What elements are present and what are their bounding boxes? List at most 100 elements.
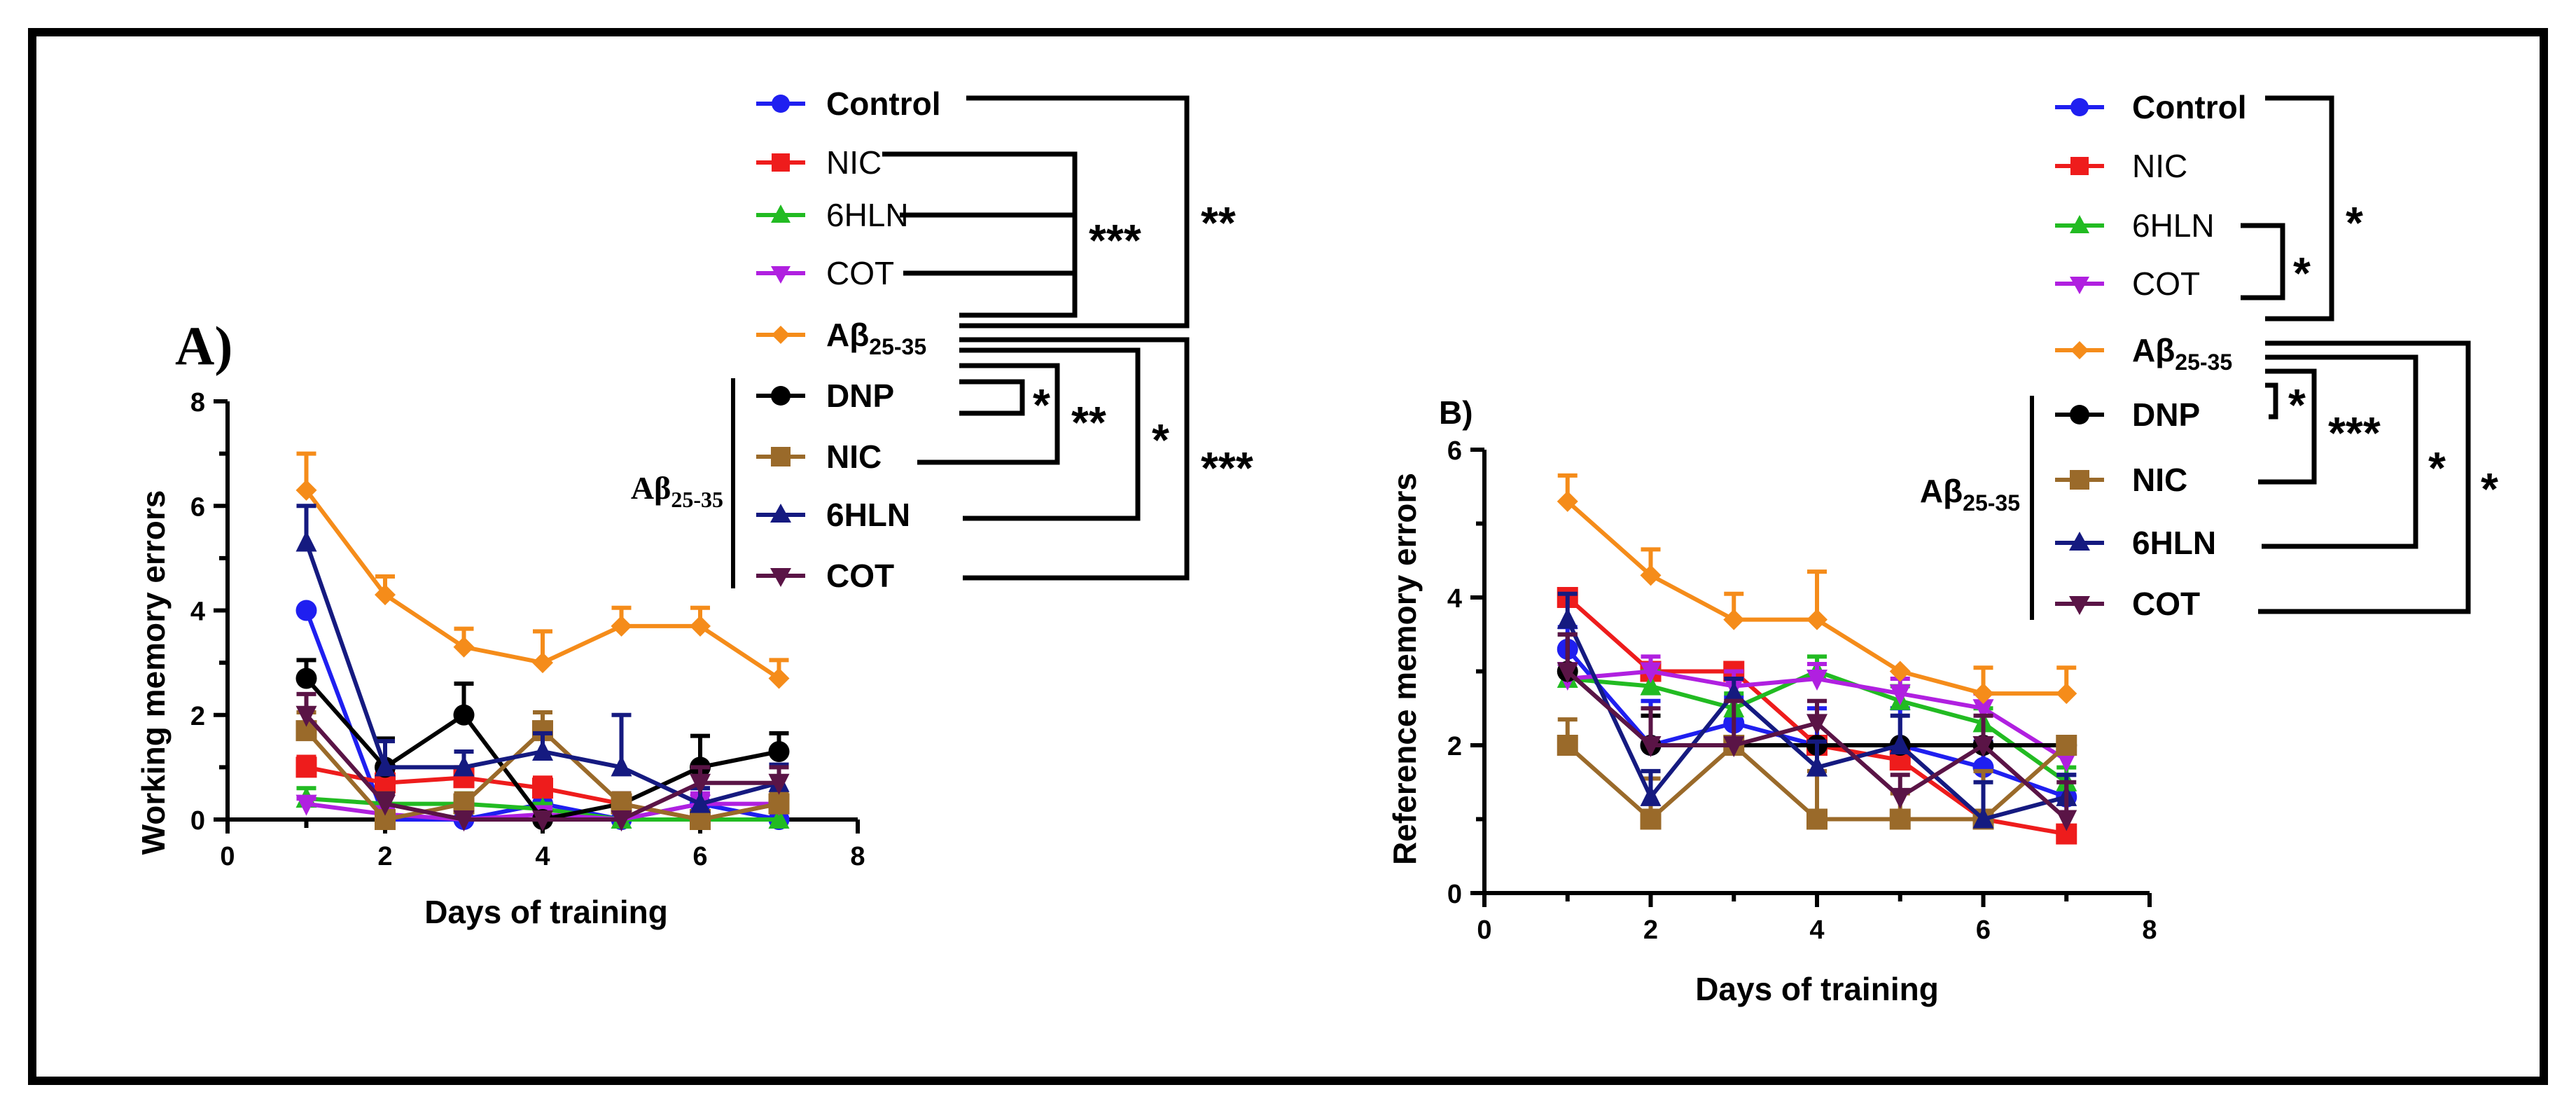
legend-a-cot: COT bbox=[756, 255, 894, 291]
panel-a-xlabel: Days of training bbox=[424, 894, 668, 930]
legend-a-abnic: NIC bbox=[756, 438, 882, 475]
legend-a-6hln-label: 6HLN bbox=[826, 197, 909, 233]
bracket-b-2 bbox=[2265, 95, 2334, 322]
panel-a-series-7-point-2 bbox=[453, 755, 475, 777]
panel-a-series-8-point-5 bbox=[690, 773, 711, 795]
legend-a-dnp-marker bbox=[771, 386, 791, 406]
legend-a-6hln-marker bbox=[771, 205, 791, 223]
panel-a-series-5-point-0 bbox=[295, 668, 317, 689]
legend-b-abcot-label: COT bbox=[2132, 586, 2200, 622]
legend-b-abnic: NIC bbox=[2055, 462, 2187, 498]
panel-a-series-4-point-2 bbox=[453, 636, 475, 658]
legend-a-ab6hln-label: 6HLN bbox=[826, 497, 910, 533]
panel-a-series-7-point-5 bbox=[690, 791, 711, 813]
legend-b-nic-label: NIC bbox=[2132, 148, 2187, 184]
panel-a-ylabel: Working memory errors bbox=[135, 490, 172, 855]
panel-a: A) 0 2 4 6 8 0 2 4 6 8 Days of training Working m… bbox=[135, 85, 1253, 930]
panel-b-series-4-point-5 bbox=[1972, 683, 1994, 705]
legend-b-cot-label: COT bbox=[2132, 265, 2200, 302]
panel-b-series-7-point-4 bbox=[1889, 733, 1911, 754]
legend-a-cot-label: COT bbox=[826, 255, 894, 291]
legend-a-abeta: Aβ25-35 bbox=[756, 317, 926, 359]
bracket-a-3 bbox=[959, 379, 1025, 416]
bracket-a-2 bbox=[959, 95, 1190, 329]
panel-b-ylabel: Reference memory errors bbox=[1386, 473, 1423, 865]
legend-a-abeta-marker bbox=[772, 326, 790, 344]
legend-a-control-marker bbox=[772, 95, 790, 113]
legend-b-dnp-marker bbox=[2070, 405, 2089, 424]
panel-b-ytick-label-3: 6 bbox=[1447, 436, 1462, 466]
panel-a-series-7-point-3 bbox=[532, 739, 553, 761]
sig-a-1: *** bbox=[1089, 215, 1141, 265]
panel-a-series-7-point-1 bbox=[375, 755, 396, 777]
panel-a-series-7 bbox=[295, 504, 790, 813]
legend-b-abcot-marker bbox=[2069, 596, 2090, 615]
panel-a-series-4-point-5 bbox=[690, 615, 711, 637]
panel-a-series-8-point-6 bbox=[768, 773, 790, 795]
sig-b-1: * bbox=[2293, 248, 2311, 298]
legend-b-cot-marker bbox=[2070, 277, 2089, 294]
panel-a-series-7-point-0 bbox=[295, 530, 317, 552]
panel-b-series-6-point-0 bbox=[1557, 735, 1578, 756]
panel-b-series-7-point-1 bbox=[1640, 784, 1662, 806]
panel-b-series-8-point-2 bbox=[1723, 736, 1745, 757]
panel-b: B) 0 2 4 6 8 0 2 4 6 Days of training Reference … bbox=[1386, 89, 2498, 1007]
panel-b-series-8-point-5 bbox=[1972, 736, 1994, 757]
sig-a-6: *** bbox=[1201, 443, 1253, 493]
panel-a-series-8-point-3 bbox=[532, 810, 553, 831]
legend-b-ab6hln: 6HLN bbox=[2055, 525, 2216, 561]
panel-a-series-5-point-6 bbox=[768, 740, 790, 762]
figure-frame bbox=[28, 28, 2548, 1085]
panel-b-series-6-point-3 bbox=[1806, 808, 1827, 830]
panel-b-series-8 bbox=[1557, 632, 2077, 831]
panel-a-series-8 bbox=[295, 691, 790, 831]
bracket-b-5 bbox=[2262, 354, 2418, 549]
legend-a-dnp-label: DNP bbox=[826, 378, 894, 414]
legend-a-abcot-marker bbox=[770, 568, 791, 587]
sig-a-4: ** bbox=[1071, 397, 1106, 448]
panel-a-series-4-point-4 bbox=[611, 615, 632, 637]
panel-a-significance: *** ** * ** * *** bbox=[882, 95, 1253, 581]
panel-b-ytick-label-0: 0 bbox=[1447, 880, 1462, 909]
legend-b-ab6hln-marker bbox=[2069, 532, 2090, 551]
panel-a-plot: 0 2 4 6 8 0 2 4 6 8 bbox=[190, 388, 865, 871]
legend-b-group-label: Aβ25-35 bbox=[1920, 473, 2020, 516]
panel-b-series-8-point-3 bbox=[1806, 714, 1827, 735]
legend-b-abcot: COT bbox=[2055, 586, 2200, 622]
panel-b-label: B) bbox=[1439, 394, 1473, 431]
legend-a-control-label: Control bbox=[826, 85, 941, 122]
bracket-a-4 bbox=[917, 363, 1060, 465]
legend-b-cot: COT bbox=[2055, 265, 2200, 302]
panel-a-series-8-point-1 bbox=[375, 794, 396, 816]
panel-a-series-8-point-2 bbox=[453, 810, 475, 831]
panel-b-ytick-label-1: 2 bbox=[1447, 732, 1462, 761]
panel-b-series-3-point-6 bbox=[2056, 751, 2077, 773]
panel-b-series-4 bbox=[1557, 473, 2077, 705]
panel-a-xtick-label-2: 4 bbox=[535, 842, 550, 871]
legend-b-6hln: 6HLN bbox=[2055, 207, 2215, 244]
bracket-b-3 bbox=[2265, 382, 2278, 420]
panel-a-ytick-label-4: 8 bbox=[190, 388, 205, 417]
panel-a-series-5-point-2 bbox=[453, 704, 475, 726]
legend-a-abcot: COT bbox=[756, 558, 894, 594]
legend-b-6hln-label: 6HLN bbox=[2132, 207, 2215, 244]
panel-a-xtick-label-0: 0 bbox=[220, 842, 235, 871]
panel-a-series-7-point-4 bbox=[611, 755, 632, 777]
panel-b-xlabel: Days of training bbox=[1695, 971, 1939, 1007]
panel-a-series-1-point-0 bbox=[295, 756, 317, 778]
legend-b-abnic-label: NIC bbox=[2132, 462, 2187, 498]
sig-a-3: * bbox=[1033, 380, 1050, 430]
panel-b-series-7-point-3 bbox=[1806, 755, 1827, 777]
panel-b-significance: * * * *** * * bbox=[2241, 95, 2498, 614]
panel-b-series-8-point-1 bbox=[1640, 736, 1662, 757]
panel-b-plot: 0 2 4 6 8 0 2 4 6 bbox=[1447, 436, 2157, 945]
sig-b-3: * bbox=[2288, 380, 2306, 430]
panel-a-ytick-label-1: 2 bbox=[190, 702, 205, 731]
panel-b-series-3-point-1 bbox=[1640, 662, 1662, 684]
legend-a-abnic-label: NIC bbox=[826, 438, 882, 475]
panel-b-xtick-label-2: 4 bbox=[1809, 915, 1824, 945]
panel-a-legend: Control NIC 6HLN COT Aβ25-35 bbox=[631, 85, 941, 594]
legend-a-abeta-label: Aβ25-35 bbox=[826, 317, 926, 359]
panel-b-series-4-point-2 bbox=[1723, 609, 1745, 630]
sig-b-2: * bbox=[2346, 198, 2363, 248]
